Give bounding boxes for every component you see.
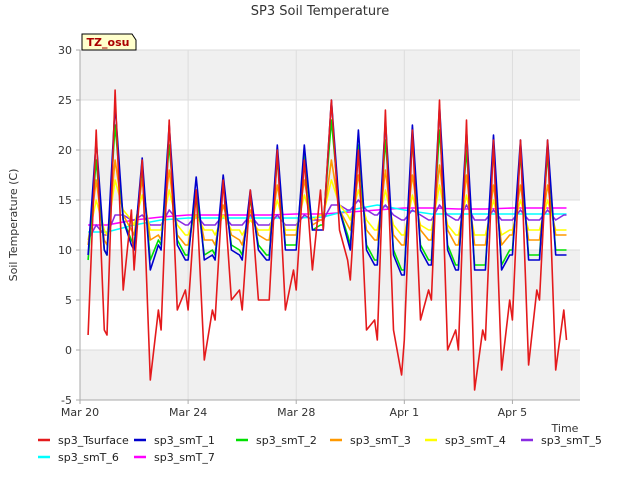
- legend-label: sp3_smT_1: [154, 434, 215, 447]
- x-tick-label: Mar 20: [61, 406, 99, 419]
- y-tick-label: 15: [58, 194, 72, 207]
- y-axis-label: Soil Temperature (C): [7, 169, 20, 282]
- x-axis-label: Time: [551, 422, 579, 435]
- x-tick-label: Apr 5: [498, 406, 528, 419]
- legend-item-sp3_smT_2: sp3_smT_2: [236, 434, 317, 447]
- legend-item-sp3_smT_7: sp3_smT_7: [134, 451, 215, 464]
- legend-label: sp3_smT_6: [58, 451, 119, 464]
- y-tick-label: 0: [65, 344, 72, 357]
- y-tick-label: 5: [65, 294, 72, 307]
- x-tick-label: Mar 24: [169, 406, 207, 419]
- legend-item-sp3_smT_3: sp3_smT_3: [330, 434, 411, 447]
- legend-item-sp3_smT_5: sp3_smT_5: [521, 434, 602, 447]
- y-tick-labels: -5 0 5 10 15 20 25 30: [58, 44, 80, 407]
- series-line-sp3_Tsurface: [87, 89, 568, 391]
- series-line-sp3_smT_5: [87, 199, 567, 241]
- tz-badge: TZ_osu: [81, 33, 137, 51]
- legend-label: sp3_smT_2: [256, 434, 317, 447]
- y-tick-label: 20: [58, 144, 72, 157]
- legend-item-sp3_smT_6: sp3_smT_6: [38, 451, 119, 464]
- y-tick-label: -5: [61, 394, 72, 407]
- chart-title: SP3 Soil Temperature: [251, 4, 389, 19]
- legend-item-sp3_Tsurface: sp3_Tsurface: [38, 434, 129, 447]
- x-tick-label: Apr 1: [390, 406, 420, 419]
- legend-label: sp3_smT_4: [445, 434, 506, 447]
- grid-band: [80, 350, 580, 400]
- legend: sp3_Tsurface sp3_smT_1 sp3_smT_2 sp3_smT_3 s…: [38, 434, 602, 464]
- legend-label: sp3_smT_7: [154, 451, 215, 464]
- grid-band: [80, 50, 580, 100]
- y-tick-label: 25: [58, 94, 72, 107]
- x-tick-label: Mar 28: [277, 406, 315, 419]
- legend-label: sp3_smT_3: [350, 434, 411, 447]
- x-tick-labels: Mar 20 Mar 24 Mar 28 Apr 1 Apr 5: [61, 400, 527, 419]
- legend-label: sp3_Tsurface: [58, 434, 129, 447]
- legend-item-sp3_smT_1: sp3_smT_1: [134, 434, 215, 447]
- legend-item-sp3_smT_4: sp3_smT_4: [425, 434, 506, 447]
- legend-label: sp3_smT_5: [541, 434, 602, 447]
- axes: [79, 50, 580, 401]
- tz-badge-text: TZ_osu: [87, 36, 130, 49]
- y-tick-label: 10: [58, 244, 72, 257]
- series-lines: [87, 89, 568, 391]
- y-tick-label: 30: [58, 44, 72, 57]
